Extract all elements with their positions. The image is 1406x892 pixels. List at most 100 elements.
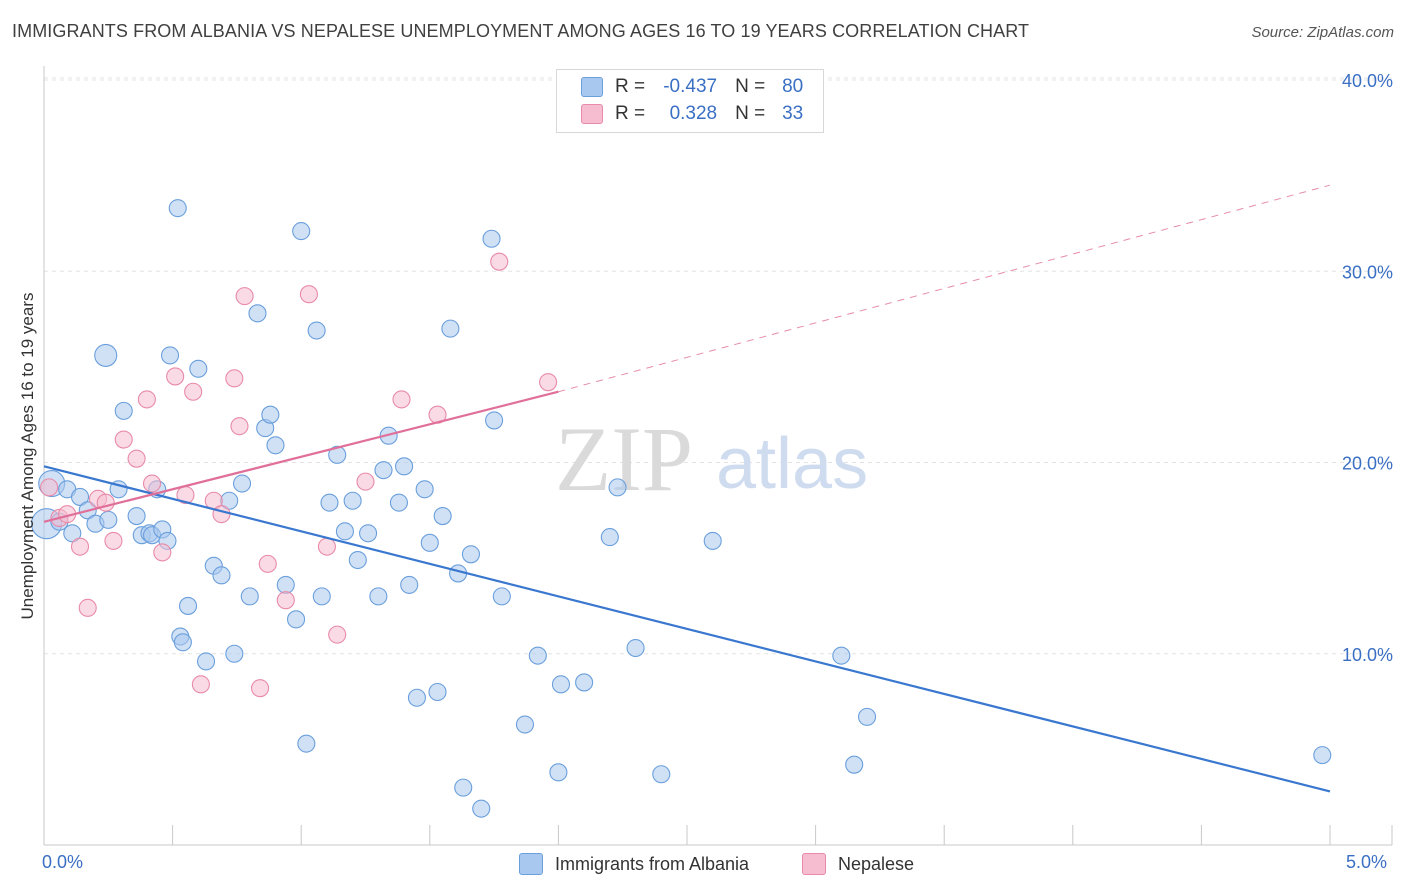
albania-point [472,799,491,818]
albania-point [160,346,180,365]
albania-point [266,436,285,455]
albania-point [441,319,460,338]
y-tick-label: 10.0% [1342,645,1393,665]
nepalese-point [153,543,172,562]
nepalese-point [250,679,270,698]
nepalese-point [392,390,411,409]
albania-point [94,343,118,367]
legend-n-value-nepalese: 33 [782,103,804,124]
legend-row-nepalese: R = 0.328 N = 33 [581,102,803,126]
albania-point [407,688,426,707]
nepalese-point [40,478,59,497]
albania-point [703,531,722,550]
albania-point [261,405,280,424]
legend-r-value-albania: -0.437 [663,76,718,97]
nepalese-point [356,472,375,491]
chart-title: IMMIGRANTS FROM ALBANIA VS NEPALESE UNEM… [12,21,1030,41]
albania-point [528,646,547,665]
legend-r-label: R = [615,103,646,124]
albania-point [374,461,393,480]
albania-point [114,401,133,420]
albania-point [389,493,408,512]
albania-point [551,675,571,694]
legend-row-albania: R = -0.437 N = 80 [581,75,803,99]
nepalese-point [539,373,558,392]
legend-n-label: N = [735,103,766,124]
albania-point [832,646,851,665]
nepalese-trend-extension [558,184,1331,393]
albania-point [626,638,645,658]
albania-point [320,493,339,512]
albania-point [348,550,367,570]
albania-point [400,575,419,594]
y-tick-labels: 10.0% 20.0% 30.0% 40.0% [1342,71,1393,665]
series-legend-label-nepalese: Nepalese [838,853,915,874]
series-legend-label-albania: Immigrants from Albania [555,853,750,874]
nepalese-point [184,382,203,401]
albania-point [485,411,504,430]
series-legend: Immigrants from Albania Nepalese [0,853,1406,877]
correlation-legend: R = -0.437 N = 80 R = 0.328 N = 33 [556,69,824,133]
series-albania-points [31,199,1332,818]
albania-point [492,587,511,606]
nepalese-point [114,430,133,449]
albania-point [461,545,481,564]
albania-point [292,222,311,241]
albania-point [99,510,118,529]
albania-point [212,566,231,585]
watermark: ZIP atlas [555,408,868,510]
nepalese-point [230,417,249,436]
nepalese-point [299,285,318,304]
nepalese-point [235,287,254,306]
albania-point [248,304,267,323]
y-tick-label: 20.0% [1342,454,1393,474]
nepalese-point [70,537,90,556]
albania-point [178,596,198,615]
nepalese-point [490,252,509,271]
y-tick-label: 30.0% [1342,262,1393,282]
albania-point [287,610,306,629]
nepalese-point [104,531,123,550]
albania-point [369,587,388,606]
nepalese-point [212,505,231,524]
nepalese-trend-line [43,390,559,523]
series-legend-albania[interactable]: Immigrants from Albania [519,853,749,875]
albania-point [70,487,90,506]
albania-point [433,506,452,526]
albania-point [359,524,378,543]
albania-point [173,633,192,652]
albania-point [482,229,501,248]
y-axis-label: Unemployment Among Ages 16 to 19 years [18,292,37,620]
albania-point [608,478,627,497]
albania-point [240,587,259,606]
albania-point [1313,746,1332,765]
nepalese-point [142,474,162,493]
watermark-zip: ZIP [555,408,693,510]
albania-point [600,528,619,547]
nepalese-point [225,369,244,388]
watermark-atlas: atlas [716,424,868,504]
albania-point [225,644,244,663]
albania-point [307,321,326,340]
albania-point [189,359,208,378]
albania-point [549,763,568,782]
albania-point [857,707,877,726]
nepalese-point [328,625,347,644]
nepalese-point [127,449,146,468]
albania-point [515,715,535,734]
nepalese-point [166,367,185,386]
albania-trend-line [43,465,1331,793]
legend-r-value-nepalese: 0.328 [669,103,718,124]
albania-point [297,734,316,753]
series-legend-swatch-nepalese [802,853,826,875]
series-legend-nepalese[interactable]: Nepalese [802,853,914,875]
x-tick-label-max: 5.0% [1346,852,1388,872]
grid-lines [44,77,1392,655]
albania-point [127,506,146,526]
albania-point [420,533,439,552]
albania-point [454,778,473,797]
albania-point [168,199,187,218]
nepalese-point [78,598,97,617]
legend-n-label: N = [735,76,766,97]
